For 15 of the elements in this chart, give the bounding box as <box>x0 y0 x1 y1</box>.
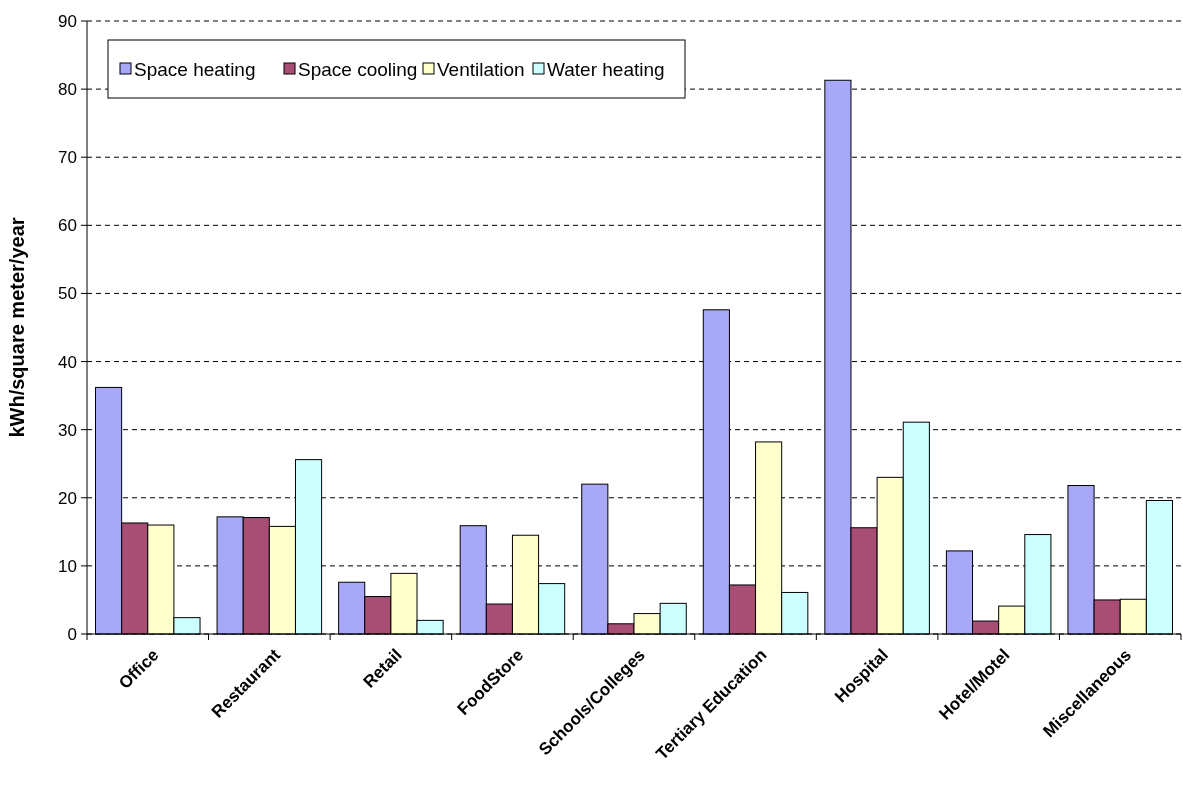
y-tick-label: 10 <box>58 556 77 576</box>
y-tick-label: 40 <box>58 352 77 372</box>
legend-label: Space cooling <box>298 58 418 80</box>
y-tick-label: 70 <box>58 148 77 168</box>
legend-label: Space heating <box>134 58 256 80</box>
y-tick-label: 80 <box>58 80 77 100</box>
y-tick-label: 20 <box>58 488 77 508</box>
y-axis-title: kWh/square meter/year <box>6 217 28 438</box>
legend-label: Ventilation <box>437 58 525 80</box>
y-tick-label: 90 <box>58 11 77 31</box>
legend-label: Water heating <box>547 58 665 80</box>
y-tick-label: 50 <box>58 284 77 304</box>
y-tick-label: 60 <box>58 216 77 236</box>
y-tick-label: 30 <box>58 420 77 440</box>
y-tick-label: 0 <box>67 624 77 644</box>
